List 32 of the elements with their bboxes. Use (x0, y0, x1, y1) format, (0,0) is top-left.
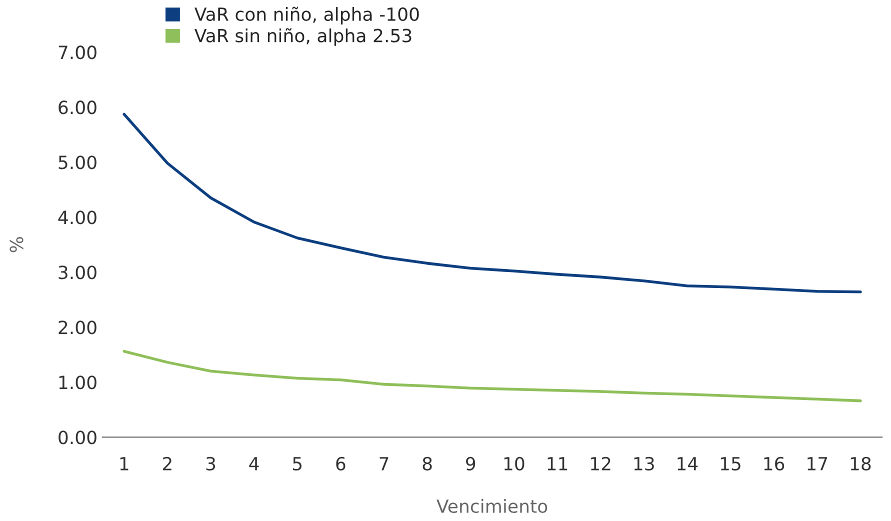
x-tick-label: 6 (336, 456, 346, 471)
x-tick-label: 9 (466, 456, 476, 471)
y-tick-label: 4.00 (58, 210, 96, 224)
x-tick-label: 18 (850, 456, 871, 471)
x-tick-label: 15 (720, 457, 740, 471)
y-tick-label: 5.00 (58, 156, 96, 170)
y-tick-label: 1.00 (59, 376, 96, 390)
x-tick-label: 13 (634, 456, 654, 471)
x-tick-label: 17 (808, 457, 828, 470)
y-axis-title: % (10, 237, 24, 252)
y-tick-label: 3.00 (58, 266, 96, 280)
x-tick-label: 3 (206, 456, 216, 471)
x-tick-label: 11 (548, 457, 568, 470)
x-tick-label: 7 (380, 457, 388, 470)
line-series (122, 112, 862, 294)
x-tick-label: 10 (504, 456, 524, 471)
y-tick-label: 0.00 (58, 430, 96, 444)
legend-label: VaR sin niño, alpha 2.53 (194, 28, 412, 46)
x-tick-label: 1 (120, 457, 128, 470)
x-tick-label: 8 (422, 456, 432, 471)
x-axis-title: Vencimiento (436, 499, 548, 514)
x-tick-label: 5 (293, 457, 302, 471)
line-series (122, 350, 862, 402)
x-tick-label: 16 (764, 456, 784, 471)
x-tick-label: 14 (678, 457, 698, 470)
x-tick-label: 12 (591, 456, 610, 470)
legend-label: VaR con niño, alpha -100 (194, 6, 419, 25)
x-tick-label: 4 (249, 457, 259, 470)
x-tick-label: 2 (163, 456, 172, 470)
y-tick-label: 2.00 (58, 320, 96, 334)
y-tick-label: 7.00 (58, 46, 96, 60)
y-tick-label: 6.00 (58, 100, 96, 114)
